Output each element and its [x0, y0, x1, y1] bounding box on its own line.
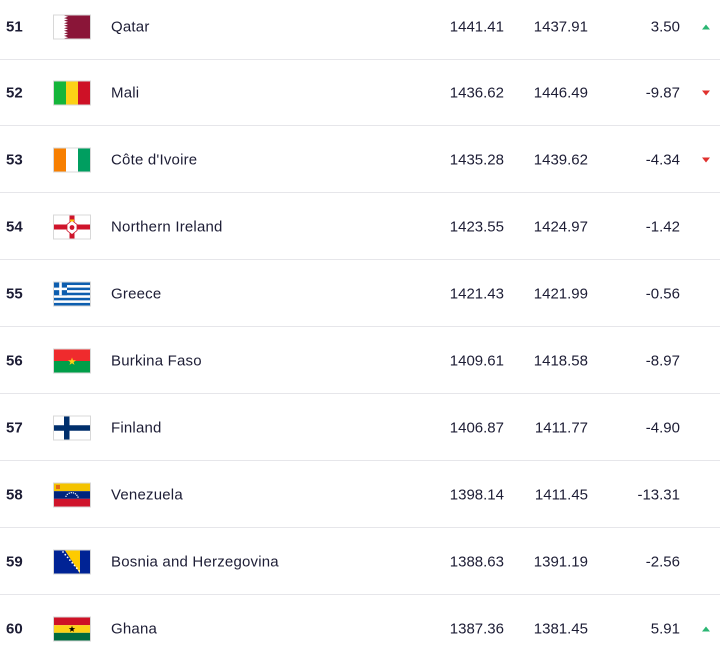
total-points: 1409.61: [449, 352, 504, 369]
trend-down-icon: [702, 157, 710, 162]
total-points: 1398.14: [449, 486, 504, 503]
team-name[interactable]: Côte d'Ivoire: [111, 151, 198, 168]
team-name[interactable]: Greece: [111, 285, 162, 302]
table-row[interactable]: 52 Mali 1436.62 1446.49 -9.87: [0, 60, 720, 126]
mali-flag-icon: [53, 80, 91, 105]
total-points: 1421.43: [449, 285, 504, 302]
total-points: 1423.55: [449, 218, 504, 235]
previous-points: 1411.45: [534, 486, 588, 503]
previous-points: 1437.91: [533, 18, 588, 35]
rank-number: 53: [6, 151, 23, 168]
previous-points: 1424.97: [533, 218, 588, 235]
ghana-flag-icon: [53, 616, 91, 642]
table-row[interactable]: 51 Qatar 1441.41 1437.91 3.50: [0, 0, 720, 60]
finland-flag-icon: [53, 415, 91, 440]
rank-number: 59: [6, 553, 23, 570]
team-name[interactable]: Mali: [111, 84, 140, 101]
previous-points: 1391.19: [533, 553, 588, 570]
qatar-flag-icon: [53, 14, 91, 39]
rank-number: 54: [6, 218, 23, 235]
team-name[interactable]: Finland: [111, 419, 162, 436]
ranking-table: 51 Qatar 1441.41 1437.91 3.50 52 Mali 14…: [0, 0, 720, 642]
points-change: -1.42: [645, 218, 680, 235]
total-points: 1387.36: [449, 620, 504, 638]
rank-number: 55: [6, 285, 23, 302]
rank-number: 52: [6, 84, 23, 101]
table-row[interactable]: 57 Finland 1406.87 1411.77 -4.90: [0, 395, 720, 461]
points-change: -9.87: [645, 84, 680, 101]
previous-points: 1411.77: [534, 419, 588, 436]
total-points: 1406.87: [449, 419, 504, 436]
rank-number: 60: [6, 620, 23, 638]
table-row[interactable]: 59 Bosnia and Herzegovina 1388.63 1391.1…: [0, 529, 720, 595]
points-change: -8.97: [645, 352, 680, 369]
table-row[interactable]: 58 Venezuela 1398.14 1411.45 -13.31: [0, 462, 720, 528]
previous-points: 1446.49: [533, 84, 588, 101]
total-points: 1435.28: [449, 151, 504, 168]
previous-points: 1418.58: [533, 352, 588, 369]
points-change: -4.34: [645, 151, 680, 168]
points-change: -2.56: [645, 553, 680, 570]
rank-number: 58: [6, 486, 23, 503]
total-points: 1388.63: [449, 553, 504, 570]
previous-points: 1381.45: [533, 620, 588, 638]
trend-down-icon: [702, 90, 710, 95]
greece-flag-icon: [53, 281, 91, 306]
team-name[interactable]: Northern Ireland: [111, 218, 223, 235]
table-row[interactable]: 56 Burkina Faso 1409.61 1418.58 -8.97: [0, 328, 720, 394]
points-change: -13.31: [637, 486, 680, 503]
bosnia-herzegovina-flag-icon: [53, 549, 91, 574]
points-change: -0.56: [645, 285, 680, 302]
table-row[interactable]: 53 Côte d'Ivoire 1435.28 1439.62 -4.34: [0, 127, 720, 193]
table-row[interactable]: 54 Northern Ireland 1423.55 1424.97 -1.4…: [0, 194, 720, 260]
trend-up-icon: [702, 626, 710, 632]
rank-number: 51: [6, 18, 23, 35]
table-row[interactable]: 60 Ghana 1387.36 1381.45 5.91: [0, 596, 720, 662]
trend-up-icon: [702, 24, 710, 29]
total-points: 1441.41: [449, 18, 504, 35]
previous-points: 1421.99: [533, 285, 588, 302]
team-name[interactable]: Burkina Faso: [111, 352, 202, 369]
team-name[interactable]: Bosnia and Herzegovina: [111, 553, 279, 570]
table-row[interactable]: 55 Greece 1421.43 1421.99 -0.56: [0, 261, 720, 327]
team-name[interactable]: Ghana: [111, 620, 158, 638]
points-change: -4.90: [645, 419, 680, 436]
northern-ireland-flag-icon: [53, 214, 91, 239]
total-points: 1436.62: [449, 84, 504, 101]
team-name[interactable]: Qatar: [111, 18, 150, 35]
rank-number: 56: [6, 352, 23, 369]
venezuela-flag-icon: [53, 482, 91, 507]
team-name[interactable]: Venezuela: [111, 486, 183, 503]
points-change: 5.91: [650, 620, 680, 638]
rank-number: 57: [6, 419, 23, 436]
previous-points: 1439.62: [533, 151, 588, 168]
cote-divoire-flag-icon: [53, 147, 91, 172]
points-change: 3.50: [650, 18, 680, 35]
burkina-faso-flag-icon: [53, 348, 91, 373]
